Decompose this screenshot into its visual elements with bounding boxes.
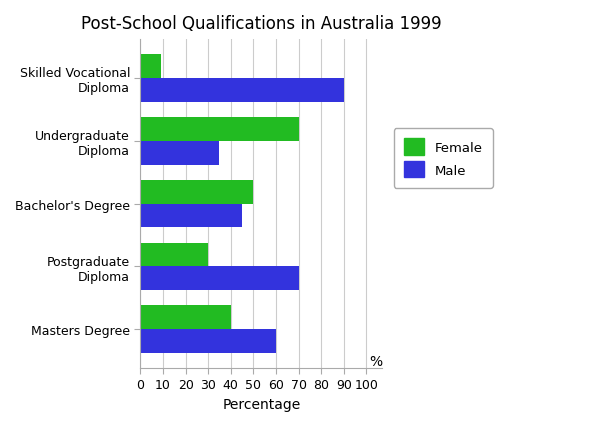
Text: %: % xyxy=(370,354,383,368)
Bar xyxy=(140,141,219,165)
Bar xyxy=(140,79,344,103)
Bar xyxy=(140,55,161,79)
X-axis label: Percentage: Percentage xyxy=(222,397,300,411)
Legend: Female, Male: Female, Male xyxy=(394,129,493,188)
Bar xyxy=(140,243,208,267)
Bar xyxy=(140,204,242,228)
Bar xyxy=(140,329,276,353)
Bar xyxy=(140,267,298,291)
Bar xyxy=(140,305,231,329)
Title: Post-School Qualifications in Australia 1999: Post-School Qualifications in Australia … xyxy=(81,15,441,33)
Bar xyxy=(140,118,298,141)
Bar xyxy=(140,180,253,204)
